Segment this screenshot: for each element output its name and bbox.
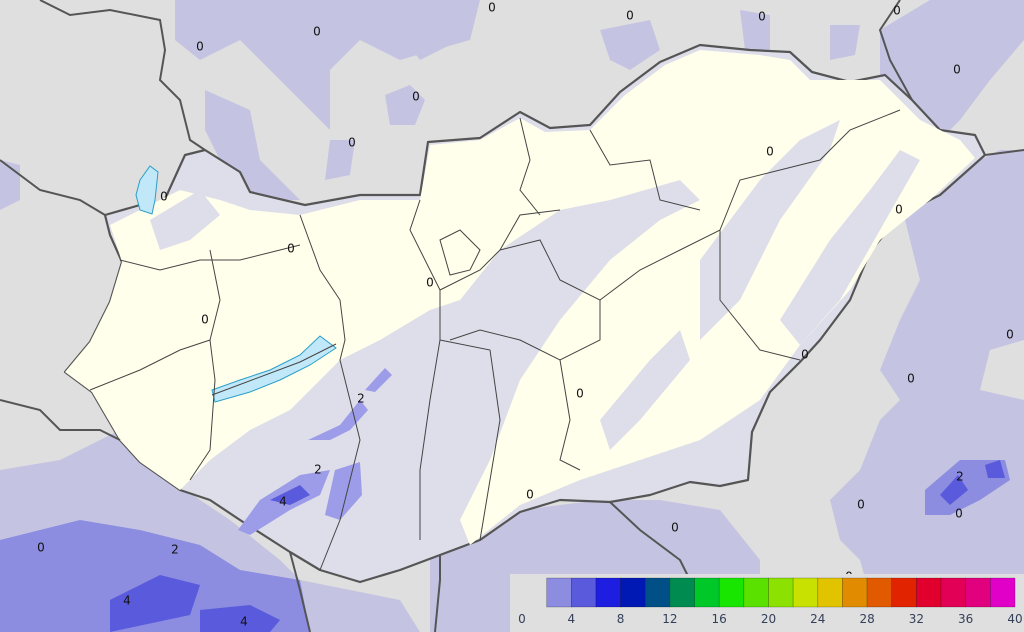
contour-label: 0 [955, 507, 963, 521]
legend-tick-label: 24 [810, 612, 825, 626]
inner-precip-4mm [270, 485, 310, 505]
contour-label: 0 [895, 203, 903, 217]
contour-label: 0 [1006, 328, 1014, 342]
lake-balaton [211, 335, 337, 403]
contour-label: 0 [196, 40, 204, 54]
contour-label: 0 [801, 348, 809, 362]
legend-tick-label: 12 [662, 612, 677, 626]
color-legend: 0 4 8 12 16 20 24 28 32 36 40 [510, 574, 1024, 632]
legend-tick-label: 32 [909, 612, 924, 626]
legend-swatch [546, 577, 572, 608]
contour-label: 2 [314, 463, 322, 477]
contour-label: 2 [357, 392, 365, 406]
contour-label: 0 [37, 541, 45, 555]
legend-swatch [990, 577, 1016, 608]
legend-tick-label: 40 [1007, 612, 1022, 626]
legend-swatch [817, 577, 843, 608]
contour-label: 0 [348, 136, 356, 150]
contour-label: 0 [907, 372, 915, 386]
legend-swatch [940, 577, 966, 608]
legend-swatch [694, 577, 720, 608]
legend-swatch [595, 577, 621, 608]
contour-label: 4 [123, 594, 131, 608]
legend-swatch [768, 577, 794, 608]
legend-swatch [644, 577, 671, 608]
legend-swatch [842, 577, 868, 608]
legend-swatch [965, 577, 991, 608]
legend-swatch [718, 577, 745, 608]
legend-swatch [792, 577, 819, 608]
contour-label: 0 [412, 90, 420, 104]
contour-label: 4 [279, 495, 287, 509]
contour-label: 0 [576, 387, 584, 401]
legend-swatch [891, 577, 917, 608]
contour-label: 0 [526, 488, 534, 502]
contour-label: 4 [240, 615, 248, 629]
contour-label: 0 [953, 63, 961, 77]
contour-label: 0 [313, 25, 321, 39]
contour-label: 2 [171, 543, 179, 557]
contour-label: 0 [671, 521, 679, 535]
lake-neusiedl [135, 165, 159, 215]
contour-label: 0 [893, 4, 901, 18]
legend-tick-label: 8 [617, 612, 625, 626]
legend-swatch [669, 577, 695, 608]
contour-label: 0 [626, 9, 634, 23]
contour-label: 2 [956, 470, 964, 484]
legend-tick-label: 0 [518, 612, 526, 626]
legend-tick-label: 28 [859, 612, 874, 626]
legend-swatch [570, 577, 597, 608]
legend-tick-label: 20 [761, 612, 776, 626]
contour-label: 0 [488, 1, 496, 15]
legend-tick-label: 36 [958, 612, 973, 626]
precip-4mm-areas [110, 460, 1005, 632]
contour-label: 0 [160, 190, 168, 204]
legend-swatch [916, 577, 942, 608]
legend-swatch [743, 577, 769, 608]
dry-areas [65, 50, 975, 545]
contour-label: 0 [201, 313, 209, 327]
contour-label: 0 [426, 276, 434, 290]
low-precip-streaks [150, 120, 920, 450]
contour-label: 0 [758, 10, 766, 24]
contour-label: 0 [857, 498, 865, 512]
contour-label: 0 [287, 242, 295, 256]
legend-tick-label: 16 [712, 612, 727, 626]
legend-swatch [620, 577, 646, 608]
legend-tick-label: 4 [567, 612, 575, 626]
legend-swatch [866, 577, 893, 608]
contour-label: 0 [766, 145, 774, 159]
county-borders [89, 109, 901, 571]
